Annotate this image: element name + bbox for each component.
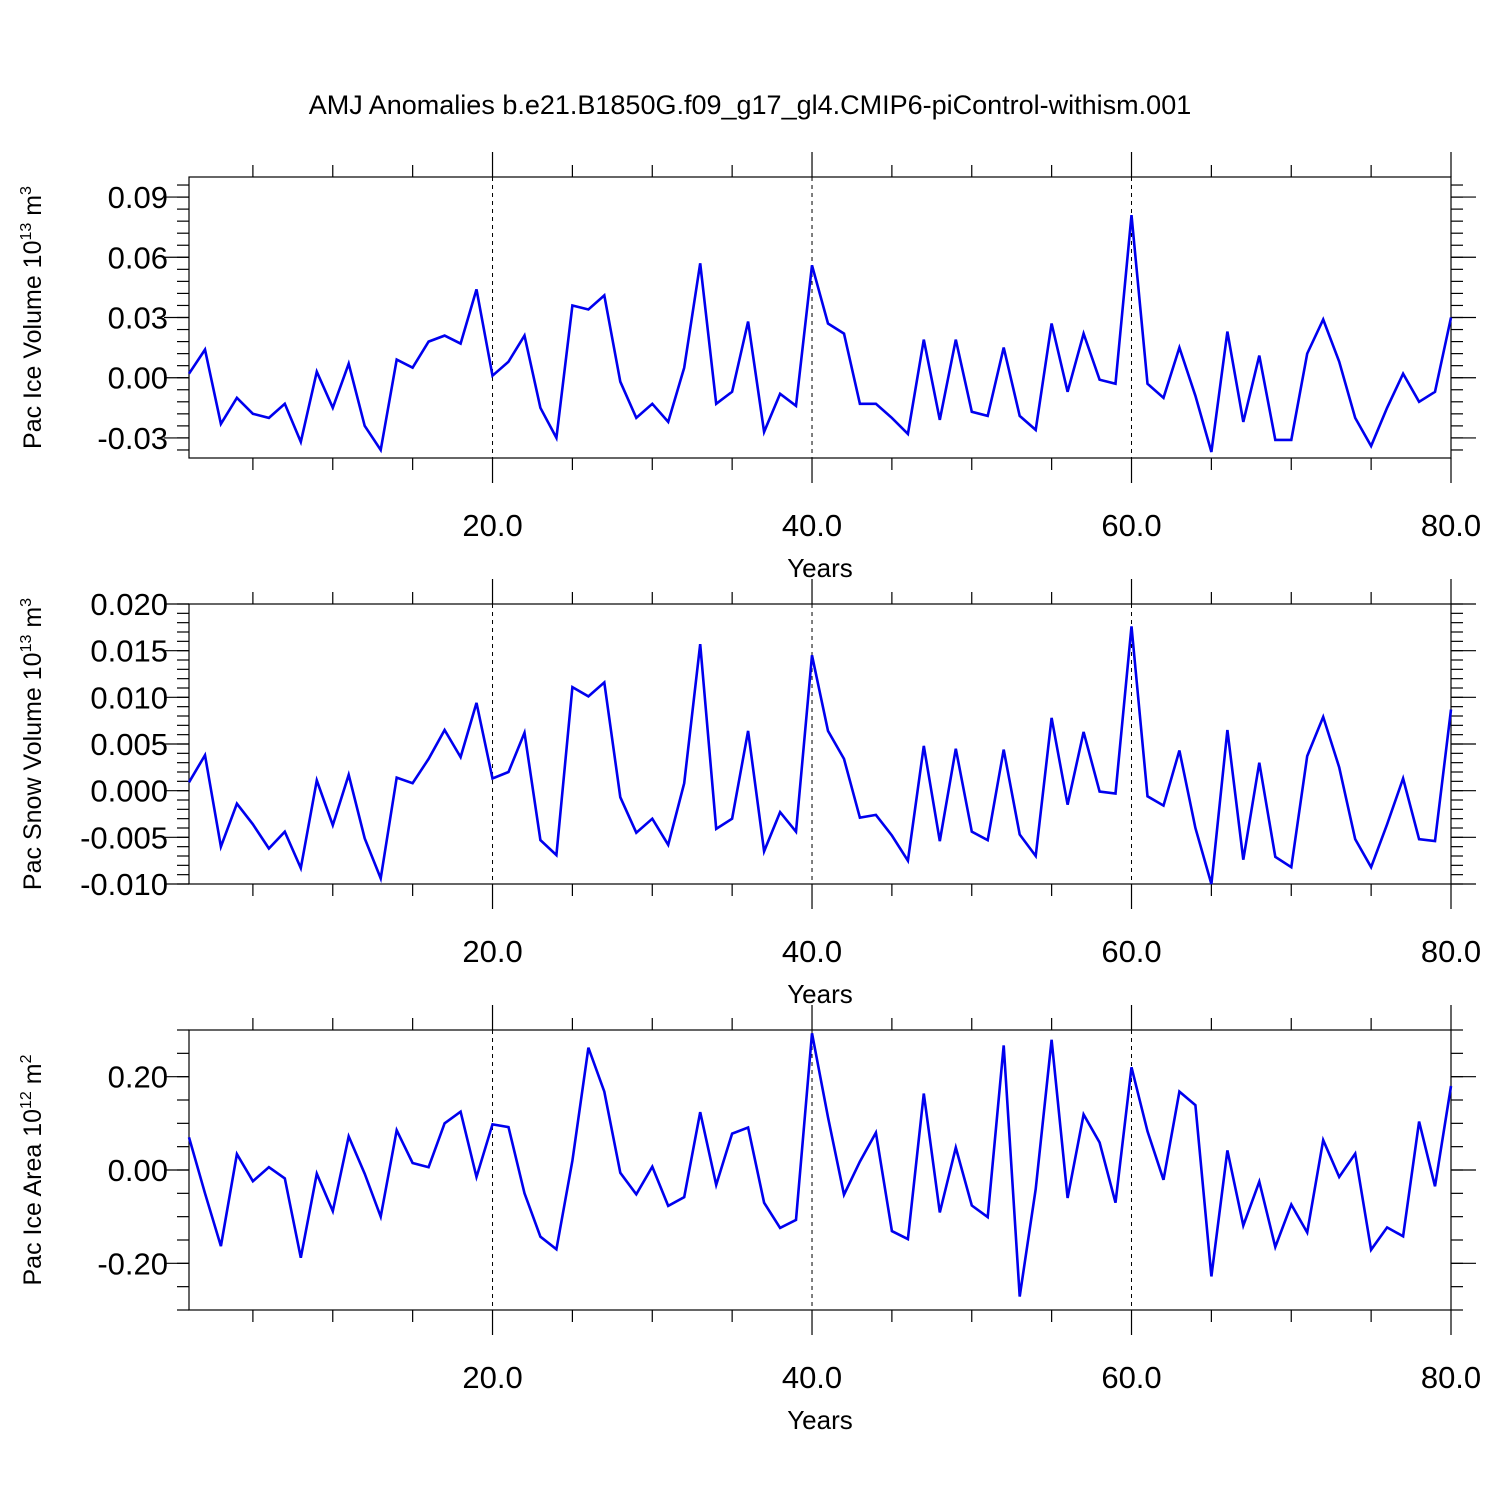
x-tick-label: 60.0 (1101, 508, 1161, 543)
y-tick-label: 0.010 (90, 680, 168, 715)
y-tick-label: 0.015 (90, 634, 168, 669)
x-axis-title: Years (787, 553, 853, 583)
y-axis-exponent: 3 (18, 186, 35, 195)
x-tick-label: 20.0 (462, 508, 522, 543)
x-tick-label: 60.0 (1101, 934, 1161, 969)
data-points (188, 1033, 1452, 1297)
panel-2: -0.010 -0.005 0.000 0.005 0.010 0.015 0.020 20.… (18, 579, 1481, 1009)
x-tick-label: 80.0 (1421, 934, 1481, 969)
panel-3: -0.20 0.00 0.20 20.0 40.0 60.0 80.0 Years Pac Ic… (18, 1005, 1481, 1435)
y-axis-title-part: Pac Ice Volume 10 (19, 241, 47, 449)
y-axis-title-part: m (19, 607, 47, 635)
y-tick-label: -0.010 (80, 867, 168, 902)
y-axis-exponent: 3 (18, 598, 35, 607)
y-axis-exponent: 12 (18, 1091, 35, 1109)
x-tick-label: 40.0 (782, 934, 842, 969)
x-tick-label: 20.0 (462, 1360, 522, 1395)
data-points (188, 626, 1452, 885)
y-axis-title: Pac Ice Area 1012 m2 (18, 1054, 47, 1285)
series-line (187, 1033, 1453, 1297)
data-points (188, 215, 1452, 452)
x-tick-label: 20.0 (462, 934, 522, 969)
y-tick-label: 0.03 (108, 301, 168, 336)
y-tick-label: -0.005 (80, 820, 168, 855)
chart-title: AMJ Anomalies b.e21.B1850G.f09_g17_gl4.C… (309, 90, 1191, 120)
y-tick-label: 0.09 (108, 180, 168, 215)
x-axis-title: Years (787, 979, 853, 1009)
y-tick-label: 0.00 (108, 1153, 168, 1188)
y-axis-title-part: m (19, 1063, 47, 1091)
x-tick-label: 40.0 (782, 508, 842, 543)
y-tick-label: 0.005 (90, 727, 168, 762)
series-line (187, 214, 1453, 454)
y-axis-title: Pac Snow Volume 1013 m3 (18, 598, 47, 890)
y-tick-label: 0.020 (90, 587, 168, 622)
y-tick-label: 0.00 (108, 361, 168, 396)
y-tick-label: 0.06 (108, 240, 168, 275)
y-tick-label: -0.03 (97, 421, 168, 456)
x-tick-label: 80.0 (1421, 1360, 1481, 1395)
y-tick-label: 0.000 (90, 774, 168, 809)
panels: -0.03 0.00 0.03 0.06 0.09 20.0 40.0 60.0 80.0 Yea… (18, 152, 1481, 1435)
x-tick-label: 60.0 (1101, 1360, 1161, 1395)
y-axis-exponent: 2 (18, 1054, 35, 1063)
y-axis-title-part: m (19, 195, 47, 223)
y-tick-label: 0.20 (108, 1060, 168, 1095)
y-axis-title: Pac Ice Volume 1013 m3 (18, 186, 47, 449)
panel-1: -0.03 0.00 0.03 0.06 0.09 20.0 40.0 60.0 80.0 Yea… (18, 152, 1481, 583)
plot-frame (188, 176, 1452, 459)
series-line (187, 626, 1453, 885)
x-axis-title: Years (787, 1405, 853, 1435)
y-axis-exponent: 13 (18, 223, 35, 241)
y-axis-exponent: 13 (18, 635, 35, 653)
x-tick-label: 80.0 (1421, 508, 1481, 543)
plot-frame (188, 603, 1452, 885)
y-axis-title-part: Pac Snow Volume 10 (19, 652, 47, 890)
x-tick-label: 40.0 (782, 1360, 842, 1395)
y-axis-title-part: Pac Ice Area 10 (19, 1109, 47, 1286)
y-tick-label: -0.20 (97, 1246, 168, 1281)
